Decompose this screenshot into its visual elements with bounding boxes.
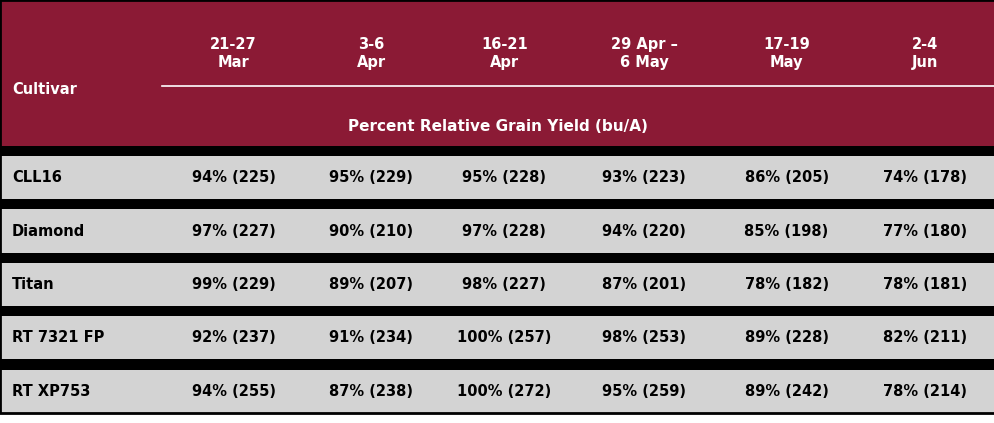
Bar — [0, 0, 162, 107]
Text: 87% (238): 87% (238) — [329, 384, 413, 398]
Bar — [571, 0, 717, 107]
Text: Titan: Titan — [12, 277, 55, 292]
Text: 82% (211): 82% (211) — [883, 330, 966, 345]
Text: 94% (225): 94% (225) — [192, 170, 275, 185]
Bar — [717, 0, 855, 107]
Bar — [162, 0, 304, 107]
Bar — [0, 263, 994, 306]
Text: 86% (205): 86% (205) — [744, 170, 828, 185]
Text: 17-19
May: 17-19 May — [762, 37, 809, 70]
Bar — [0, 253, 994, 263]
Text: 91% (234): 91% (234) — [329, 330, 413, 345]
Text: 16-21
Apr: 16-21 Apr — [480, 37, 527, 70]
Bar — [437, 0, 571, 107]
Text: RT 7321 FP: RT 7321 FP — [12, 330, 104, 345]
Text: Percent Relative Grain Yield (bu/A): Percent Relative Grain Yield (bu/A) — [347, 119, 647, 134]
Text: 98% (227): 98% (227) — [462, 277, 546, 292]
Text: 21-27
Mar: 21-27 Mar — [210, 37, 256, 70]
Bar — [0, 360, 994, 370]
Text: 89% (207): 89% (207) — [329, 277, 413, 292]
Text: 100% (257): 100% (257) — [456, 330, 551, 345]
Text: 90% (210): 90% (210) — [329, 223, 413, 239]
Bar — [0, 306, 994, 316]
Text: 98% (253): 98% (253) — [601, 330, 686, 345]
Bar — [0, 370, 994, 413]
Text: 95% (229): 95% (229) — [329, 170, 413, 185]
Text: Diamond: Diamond — [12, 223, 85, 239]
Text: 94% (220): 94% (220) — [601, 223, 686, 239]
Text: 97% (227): 97% (227) — [192, 223, 275, 239]
Bar — [0, 107, 994, 146]
Text: 85% (198): 85% (198) — [744, 223, 828, 239]
Text: 29 Apr –
6 May: 29 Apr – 6 May — [610, 37, 677, 70]
Text: 3-6
Apr: 3-6 Apr — [357, 37, 386, 70]
Bar — [304, 0, 437, 107]
Text: 97% (228): 97% (228) — [462, 223, 546, 239]
Text: 74% (178): 74% (178) — [883, 170, 966, 185]
Text: 99% (229): 99% (229) — [192, 277, 275, 292]
Text: 95% (228): 95% (228) — [462, 170, 546, 185]
Text: RT XP753: RT XP753 — [12, 384, 90, 398]
Text: 78% (182): 78% (182) — [744, 277, 828, 292]
Text: 94% (255): 94% (255) — [192, 384, 275, 398]
Text: Cultivar: Cultivar — [12, 82, 77, 97]
Text: 78% (181): 78% (181) — [883, 277, 966, 292]
Text: 2-4
Jun: 2-4 Jun — [911, 37, 937, 70]
Text: 78% (214): 78% (214) — [883, 384, 966, 398]
Text: 89% (242): 89% (242) — [744, 384, 828, 398]
Bar — [855, 0, 994, 107]
Text: 95% (259): 95% (259) — [601, 384, 686, 398]
Text: 100% (272): 100% (272) — [456, 384, 551, 398]
Text: 77% (180): 77% (180) — [883, 223, 966, 239]
Bar — [0, 156, 994, 199]
Bar — [0, 316, 994, 360]
Bar — [0, 146, 994, 156]
Text: 93% (223): 93% (223) — [601, 170, 685, 185]
Text: 89% (228): 89% (228) — [744, 330, 828, 345]
Text: 87% (201): 87% (201) — [601, 277, 686, 292]
Bar — [0, 199, 994, 209]
Text: CLL16: CLL16 — [12, 170, 62, 185]
Text: 92% (237): 92% (237) — [192, 330, 275, 345]
Bar — [0, 209, 994, 253]
